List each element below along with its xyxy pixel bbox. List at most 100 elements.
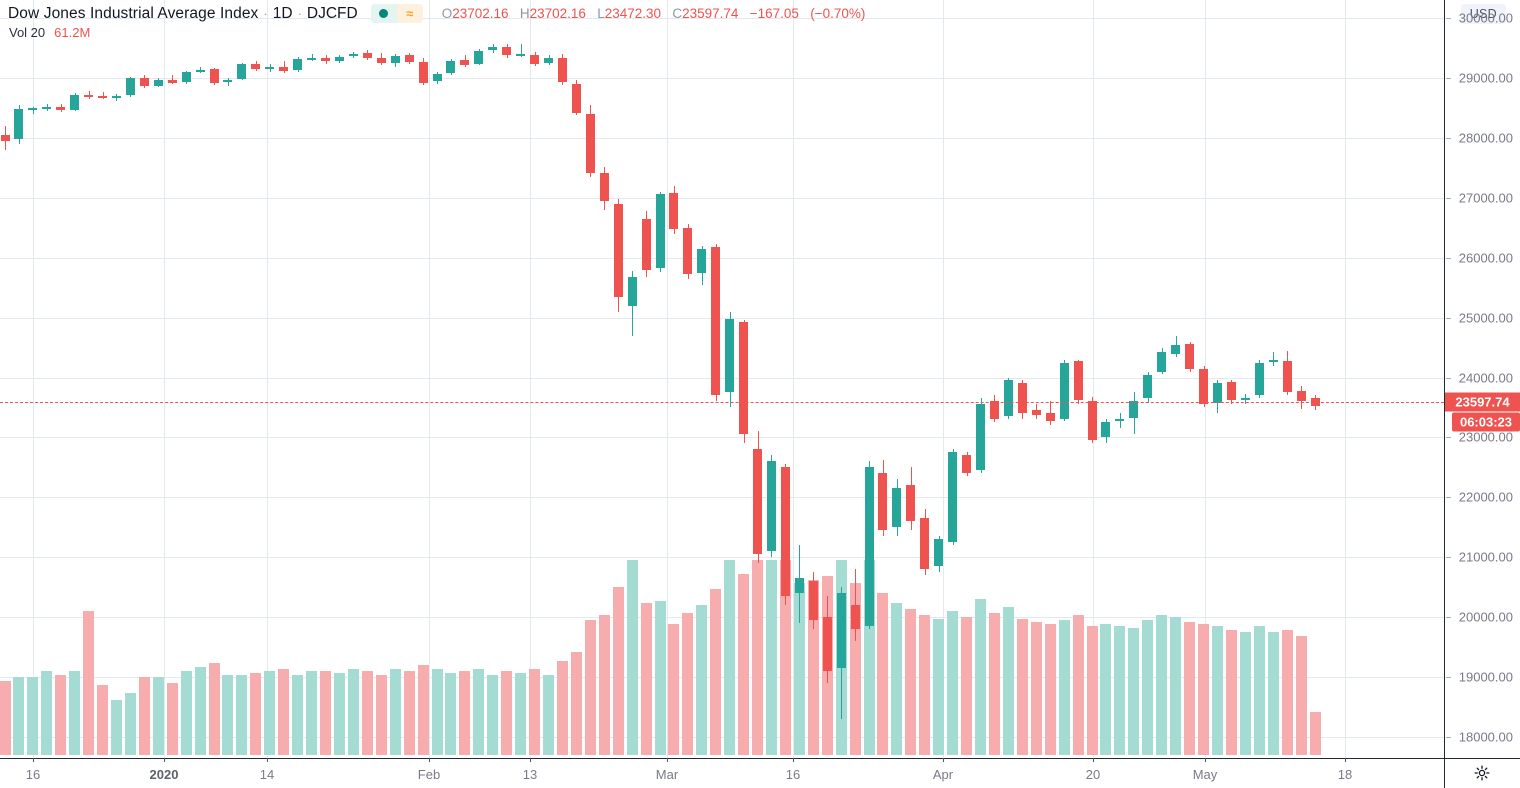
volume-bar	[124, 692, 136, 755]
volume-bar	[347, 669, 359, 755]
price-tick-mark	[1446, 78, 1451, 79]
volume-bar	[375, 675, 387, 755]
gridline-vertical	[1093, 0, 1094, 758]
gridline-vertical	[33, 0, 34, 758]
chart-plot-area[interactable]	[0, 0, 1444, 758]
candle-body	[1129, 401, 1139, 418]
volume-bar	[264, 671, 276, 755]
candle-body	[139, 77, 149, 87]
candle-body	[864, 467, 874, 627]
price-tick-label: 26000.00	[1458, 250, 1513, 266]
price-tick-label: 23000.00	[1458, 429, 1513, 445]
price-tick-mark	[1446, 497, 1451, 498]
candle-body	[362, 52, 372, 59]
volume-bar	[417, 665, 429, 755]
volume-bar	[389, 669, 401, 755]
volume-bar	[933, 618, 945, 755]
candle-wick	[312, 53, 313, 61]
price-axis[interactable]: USD 30000.00 29000.00 28000.00 27000.00 2600…	[1444, 0, 1520, 758]
volume-bar	[459, 671, 471, 755]
time-axis[interactable]: 16 2020 14 Feb 13 Mar 16 Apr 20 May 18	[0, 758, 1444, 788]
volume-bar	[640, 602, 652, 755]
volume-bar	[180, 671, 192, 755]
candle-body	[348, 53, 358, 57]
candle-body	[14, 109, 24, 139]
gridline-vertical	[267, 0, 268, 758]
candle-body	[1240, 397, 1250, 400]
candle-body	[1226, 382, 1236, 401]
volume-bar	[1128, 628, 1140, 755]
price-tick-mark	[1446, 437, 1451, 438]
time-tick-mark	[1205, 758, 1206, 762]
time-tick-mark	[429, 758, 430, 762]
price-tick-mark	[1446, 138, 1451, 139]
volume-bar	[1211, 626, 1223, 755]
candle-wick	[521, 44, 522, 57]
currency-badge: USD	[1460, 4, 1506, 24]
candle-wick	[172, 74, 173, 84]
candle-body	[1059, 362, 1069, 420]
candle-body	[822, 617, 832, 672]
volume-bar	[236, 675, 248, 755]
volume-bar	[445, 673, 457, 755]
candle-body	[1268, 359, 1278, 362]
candle-body	[766, 461, 776, 552]
volume-bar	[752, 560, 764, 755]
volume-bar	[849, 583, 861, 755]
candle-body	[1115, 419, 1125, 422]
price-tick-label: 22000.00	[1458, 489, 1513, 505]
candle-body	[307, 57, 317, 60]
gridline-horizontal	[0, 18, 1444, 19]
candle-body	[1254, 362, 1264, 396]
price-tick-label: 19000.00	[1458, 669, 1513, 685]
gridline-vertical	[1345, 0, 1346, 758]
time-tick-mark	[33, 758, 34, 762]
price-tick-mark	[1446, 617, 1451, 618]
candle-body	[697, 248, 707, 273]
time-tick-mark	[164, 758, 165, 762]
volume-bar	[55, 675, 67, 755]
volume-bar	[1295, 636, 1307, 755]
candle-body	[1212, 383, 1222, 403]
current-price-line	[0, 402, 1444, 403]
candle-body	[502, 46, 512, 56]
time-tick-label: 18	[1337, 767, 1353, 782]
volume-bar	[905, 608, 917, 755]
volume-bar	[598, 614, 610, 755]
volume-bar	[724, 560, 736, 755]
gridline-vertical	[530, 0, 531, 758]
price-tick-label: 27000.00	[1458, 190, 1513, 206]
volume-bar	[250, 673, 262, 755]
gridline-vertical	[429, 0, 430, 758]
candle-body	[460, 59, 470, 65]
time-tick-mark	[1093, 758, 1094, 762]
volume-bar	[696, 604, 708, 755]
candle-body	[251, 64, 261, 69]
volume-bar	[110, 700, 122, 755]
candle-body	[794, 578, 804, 594]
candle-body	[516, 53, 526, 56]
time-tick-mark	[267, 758, 268, 762]
volume-bar	[97, 684, 109, 755]
volume-bar	[361, 671, 373, 755]
candle-body	[571, 83, 581, 113]
candle-body	[753, 449, 763, 555]
candle-body	[265, 66, 275, 69]
gridline-horizontal	[0, 437, 1444, 438]
candle-body	[195, 70, 205, 73]
volume-bar	[793, 583, 805, 755]
time-tick-label: Mar	[655, 767, 679, 782]
price-tick-label: 30000.00	[1458, 10, 1513, 26]
candle-body	[530, 55, 540, 64]
volume-bar	[1016, 618, 1028, 755]
volume-bar	[961, 616, 973, 755]
gridline-horizontal	[0, 677, 1444, 678]
candle-body	[780, 467, 790, 597]
volume-bar	[1044, 624, 1056, 755]
volume-bar	[919, 614, 931, 755]
candle-wick	[855, 569, 856, 642]
gear-icon[interactable]	[1474, 765, 1490, 781]
volume-bar	[138, 677, 150, 755]
candle-body	[948, 452, 958, 543]
